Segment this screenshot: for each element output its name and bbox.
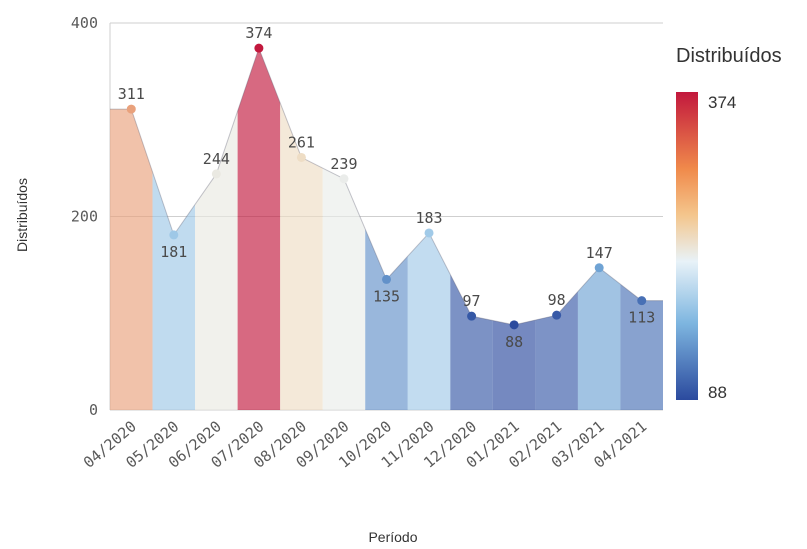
- area-band: [322, 168, 366, 410]
- data-point: [296, 152, 306, 162]
- data-point: [552, 310, 562, 320]
- data-label: 374: [245, 24, 272, 42]
- area-band: [450, 274, 493, 410]
- series-line-segment: [130, 108, 175, 236]
- legend-max-label: 374: [708, 93, 736, 112]
- data-label: 147: [586, 244, 613, 262]
- area-band: [110, 109, 153, 411]
- data-label: 135: [373, 287, 400, 305]
- area-band: [280, 102, 323, 410]
- area-band: [620, 284, 663, 410]
- y-tick-label: 400: [71, 14, 98, 32]
- legend-min-label: 88: [708, 383, 727, 402]
- data-label: 244: [203, 150, 230, 168]
- data-point: [254, 43, 264, 53]
- area-band: [195, 111, 238, 410]
- series-line-segment: [428, 232, 473, 317]
- area-band: [535, 291, 578, 410]
- data-point: [382, 274, 391, 284]
- x-axis-title: Período: [368, 529, 417, 545]
- area-band: [237, 48, 281, 410]
- data-label: 97: [463, 292, 481, 310]
- area-band: [365, 229, 408, 410]
- data-label: 181: [160, 243, 187, 261]
- data-point: [594, 263, 604, 273]
- series-line-segment: [173, 173, 217, 236]
- data-point: [339, 174, 349, 184]
- data-label: 98: [548, 291, 566, 309]
- data-label: 261: [288, 133, 315, 151]
- data-point: [637, 296, 647, 306]
- series-line-segment: [598, 267, 643, 302]
- series-line-segment: [343, 178, 387, 280]
- data-point: [509, 320, 519, 330]
- y-axis-title: Distribuídos: [14, 178, 30, 252]
- area-band: [577, 267, 621, 410]
- area-band: [492, 320, 536, 410]
- area-band: [152, 171, 196, 410]
- data-point: [126, 104, 136, 114]
- area-band: [407, 232, 451, 410]
- data-label: 88: [505, 333, 523, 351]
- data-label: 239: [330, 155, 357, 173]
- series-line-segment: [556, 267, 600, 316]
- series-line-segment: [301, 157, 345, 180]
- series-line-segment: [471, 315, 515, 326]
- data-label: 311: [118, 85, 145, 103]
- series-line-segment: [514, 314, 557, 326]
- legend-title: Distribuídos: [676, 45, 782, 67]
- y-tick-label: 0: [89, 401, 98, 419]
- data-label: 113: [628, 309, 655, 327]
- data-point: [169, 230, 179, 240]
- series-line-segment: [215, 47, 260, 175]
- series-line-segment: [386, 232, 430, 280]
- series-line-segment: [258, 47, 302, 158]
- legend: Distribuídos 374 88: [676, 45, 782, 402]
- data-point: [424, 228, 434, 238]
- y-tick-label: 200: [71, 208, 98, 226]
- data-label: 183: [415, 209, 442, 227]
- legend-color-scale: [676, 92, 698, 400]
- data-point: [211, 169, 221, 179]
- data-point: [467, 311, 477, 321]
